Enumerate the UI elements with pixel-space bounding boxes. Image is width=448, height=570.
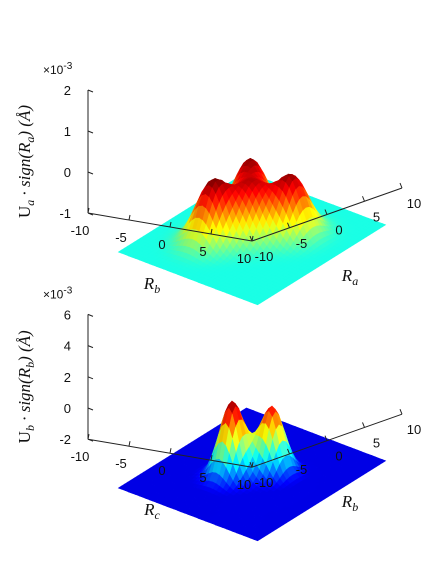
x-tick-label: -5 — [115, 456, 127, 471]
y-tick — [287, 448, 290, 455]
x-tick-label: -10 — [71, 223, 90, 238]
y-tick-label: 0 — [335, 223, 342, 238]
y-tick — [324, 435, 328, 441]
x-tick-label: 10 — [237, 251, 251, 266]
y-tick-label: -10 — [255, 475, 274, 490]
y-tick — [362, 196, 365, 202]
y-tick — [399, 409, 403, 415]
z-tick-label: 6 — [64, 307, 71, 322]
y-tick — [362, 422, 365, 428]
z-axis-label: Ub · sign(Rb) (Å) — [15, 330, 37, 443]
y-tick — [399, 182, 403, 189]
z-axis-label: Ua · sign(Ra) (Å) — [15, 105, 37, 218]
z-tick-label: 2 — [64, 83, 71, 98]
y-tick-label: 0 — [335, 449, 342, 464]
z-tick-label: 0 — [64, 401, 71, 416]
z-tick-label: -1 — [59, 206, 71, 221]
surface-mesh — [117, 400, 387, 542]
x-tick — [169, 448, 172, 454]
x-tick — [87, 207, 90, 214]
y-tick — [249, 235, 253, 242]
y-tick-label: -10 — [255, 249, 274, 264]
y-tick-label: 5 — [373, 209, 380, 224]
z-tick-label: 1 — [64, 124, 71, 139]
z-tick-label: -2 — [59, 432, 71, 447]
z-tick — [87, 345, 94, 349]
x-tick-label: 5 — [199, 244, 206, 259]
y-tick-label: 5 — [373, 435, 380, 450]
x-tick-label: 5 — [199, 470, 206, 485]
z-tick — [87, 130, 94, 134]
z-tick — [87, 376, 94, 380]
z-scale-factor: ×10-3 — [43, 61, 73, 77]
z-scale-factor: ×10-3 — [43, 285, 73, 301]
z-tick — [87, 407, 94, 411]
z-tick — [87, 171, 94, 175]
y-tick — [324, 209, 328, 215]
x-tick-label: 0 — [158, 237, 165, 252]
z-tick-label: 0 — [64, 165, 71, 180]
y-tick-label: 10 — [407, 422, 421, 437]
surface-mesh — [117, 158, 387, 306]
x-tick-label: -10 — [71, 449, 90, 464]
z-tick — [87, 438, 94, 442]
axes: -2 0 2 4 6 -10 -5 0 5 10 -10 -5 0 5 10 — [59, 307, 421, 492]
x-tick — [169, 221, 172, 228]
x-axis-label: Rc — [143, 500, 160, 522]
x-tick-label: 10 — [237, 477, 251, 492]
y-tick — [249, 462, 253, 468]
x-tick — [210, 228, 213, 235]
y-tick — [287, 222, 290, 228]
y-tick-label: -5 — [296, 462, 308, 477]
x-tick-label: 0 — [158, 463, 165, 478]
z-tick-label: 2 — [64, 370, 71, 385]
z-tick — [87, 89, 94, 93]
x-axis-label: Rb — [143, 274, 160, 296]
z-tick-label: 4 — [64, 339, 71, 354]
x-tick — [87, 434, 90, 440]
x-tick-label: -5 — [115, 230, 127, 245]
y-tick-label: -5 — [296, 236, 308, 251]
x-tick — [128, 214, 131, 221]
x-tick — [210, 455, 213, 461]
z-tick — [87, 212, 94, 216]
y-axis-label: Rb — [341, 492, 358, 514]
z-tick — [87, 313, 94, 317]
x-tick — [128, 441, 131, 447]
y-tick-label: 10 — [407, 196, 421, 211]
y-axis-label: Ra — [341, 266, 358, 288]
surface-plot-bottom: -2 0 2 4 6 -10 -5 0 5 10 -10 -5 0 5 10 ×10-3 Ub · sign(R… — [15, 285, 421, 542]
